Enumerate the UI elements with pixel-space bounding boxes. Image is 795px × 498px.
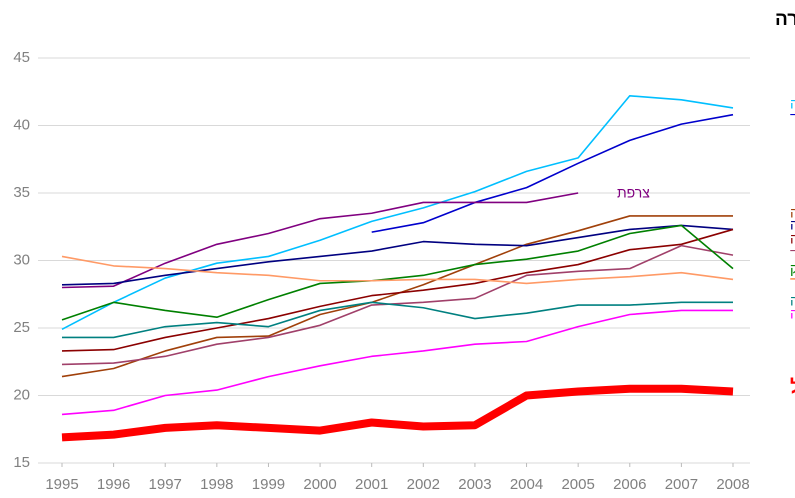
y-tick-label: 25 [13,319,30,336]
legend-label: דנמרק [790,261,795,277]
x-tick-label: 2008 [716,476,749,493]
legend-label: שוודיה [790,205,795,221]
legend-label: הולנד [790,110,795,126]
series-line [61,95,734,331]
legend-label: גרמניה [790,231,795,247]
legend-label: צרפת [617,185,650,201]
x-tick-label: 2007 [665,476,698,493]
x-tick-label: 2000 [303,476,336,493]
y-tick-label: 20 [13,386,30,403]
x-tick-label: 2006 [613,476,646,493]
y-tick-label: 40 [13,116,30,133]
legend-label: קנדה [790,306,795,322]
series-line [371,113,734,233]
x-tick-label: 1996 [97,476,130,493]
series-line [61,215,733,378]
x-tick-label: 1999 [252,476,285,493]
y-tick-label: 45 [13,49,30,66]
series-line [61,309,733,416]
series-line [62,301,733,339]
legend-label: ישראל [790,377,795,398]
series-line [61,224,734,321]
series-line [61,224,734,286]
legend-label: איטליה [790,293,795,309]
x-tick-label: 2005 [561,476,594,493]
x-tick-label: 2001 [355,476,388,493]
chart-title: ד. מסחר קמעוני וסיטוני, תיקונים, שירותי … [775,9,795,30]
series-line [61,384,734,442]
y-tick-label: 35 [13,184,30,201]
x-tick-label: 2004 [510,476,543,493]
legend-label: ספרד [790,274,795,291]
legend-label: אוסטריה [790,217,795,233]
series-line [61,228,734,352]
y-tick-label: 15 [13,454,30,471]
x-tick-label: 1997 [149,476,182,493]
y-tick-label: 30 [13,251,30,268]
legend-label: פינלנד [790,246,795,262]
x-tick-label: 1998 [200,476,233,493]
series-line [61,192,579,289]
legend-label: נורווגיה [790,96,795,112]
x-tick-label: 1995 [45,476,78,493]
series-line [61,255,734,285]
series-line [61,244,734,366]
x-tick-label: 2003 [458,476,491,493]
x-tick-label: 2002 [407,476,440,493]
